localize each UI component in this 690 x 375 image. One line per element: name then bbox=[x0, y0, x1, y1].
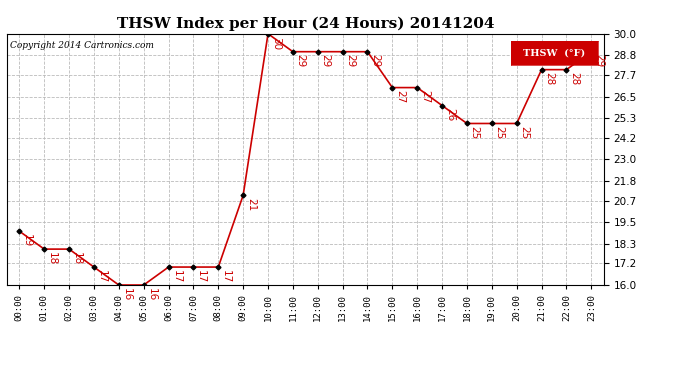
Text: 25: 25 bbox=[520, 126, 529, 140]
Text: 27: 27 bbox=[395, 90, 405, 104]
Text: 30: 30 bbox=[270, 36, 281, 50]
Text: 17: 17 bbox=[221, 270, 231, 283]
Text: 28: 28 bbox=[569, 72, 579, 86]
Text: 29: 29 bbox=[371, 54, 380, 68]
Text: 17: 17 bbox=[171, 270, 181, 283]
Text: 21: 21 bbox=[246, 198, 256, 211]
Text: 18: 18 bbox=[72, 252, 82, 265]
Text: 28: 28 bbox=[544, 72, 554, 86]
Text: 29: 29 bbox=[296, 54, 306, 68]
Text: 16: 16 bbox=[146, 288, 157, 301]
Text: 26: 26 bbox=[445, 108, 455, 122]
Text: 19: 19 bbox=[22, 234, 32, 247]
Text: 18: 18 bbox=[47, 252, 57, 265]
Text: 27: 27 bbox=[420, 90, 430, 104]
Text: 29: 29 bbox=[594, 54, 604, 68]
Text: 17: 17 bbox=[97, 270, 107, 283]
Text: 29: 29 bbox=[321, 54, 331, 68]
Text: 17: 17 bbox=[196, 270, 206, 283]
Text: Copyright 2014 Cartronics.com: Copyright 2014 Cartronics.com bbox=[10, 41, 154, 50]
Text: 29: 29 bbox=[346, 54, 355, 68]
Text: 25: 25 bbox=[495, 126, 504, 140]
Text: 16: 16 bbox=[121, 288, 132, 301]
Title: THSW Index per Hour (24 Hours) 20141204: THSW Index per Hour (24 Hours) 20141204 bbox=[117, 17, 494, 31]
Text: 25: 25 bbox=[470, 126, 480, 140]
